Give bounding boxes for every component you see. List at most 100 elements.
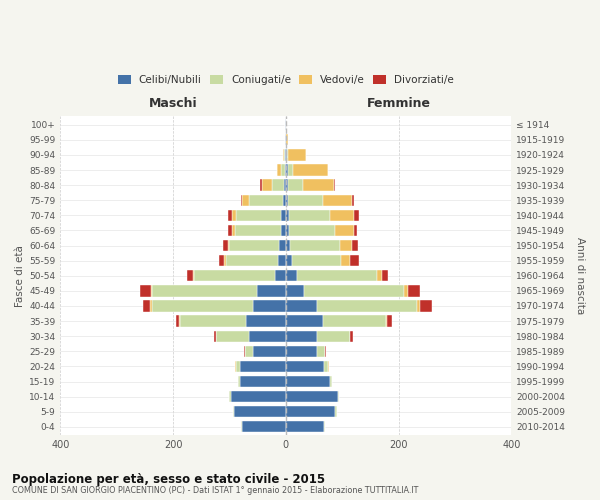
Bar <box>287 180 304 191</box>
Bar <box>286 285 304 296</box>
Bar <box>193 270 194 281</box>
Bar <box>150 300 152 312</box>
Bar <box>281 225 286 236</box>
Bar <box>404 285 407 296</box>
Bar <box>239 376 286 387</box>
Bar <box>152 300 253 312</box>
Bar <box>377 270 382 281</box>
Bar <box>229 210 232 221</box>
Bar <box>297 270 377 281</box>
Bar <box>304 285 404 296</box>
Bar <box>283 149 284 160</box>
Bar <box>286 194 288 206</box>
Bar <box>260 180 262 191</box>
Bar <box>223 240 228 251</box>
Bar <box>180 316 247 326</box>
Bar <box>275 270 286 281</box>
Bar <box>350 330 353 342</box>
Bar <box>289 210 331 221</box>
Bar <box>287 149 288 160</box>
Bar <box>292 255 341 266</box>
Bar <box>284 149 285 160</box>
Bar <box>286 391 338 402</box>
Bar <box>289 225 335 236</box>
Bar <box>235 225 281 236</box>
Bar <box>140 285 151 296</box>
Bar <box>288 149 306 160</box>
Bar <box>151 285 152 296</box>
Bar <box>228 240 229 251</box>
Bar <box>272 180 284 191</box>
Bar <box>286 210 289 221</box>
Bar <box>286 255 292 266</box>
Bar <box>331 210 354 221</box>
Bar <box>283 194 286 206</box>
Bar <box>257 285 286 296</box>
Bar <box>277 164 281 175</box>
Bar <box>247 316 286 326</box>
Bar <box>386 316 387 326</box>
Bar <box>341 255 350 266</box>
Bar <box>224 255 226 266</box>
Bar <box>232 210 236 221</box>
Bar <box>286 406 335 417</box>
Bar <box>279 240 286 251</box>
Bar <box>286 164 287 175</box>
Bar <box>330 376 332 387</box>
Bar <box>317 300 417 312</box>
Bar <box>293 164 328 175</box>
Bar <box>407 285 420 296</box>
Bar <box>262 180 272 191</box>
Bar <box>325 346 326 357</box>
Bar <box>354 210 359 221</box>
Bar <box>286 330 317 342</box>
Bar <box>286 360 324 372</box>
Bar <box>244 346 245 357</box>
Y-axis label: Anni di nascita: Anni di nascita <box>575 237 585 314</box>
Text: Femmine: Femmine <box>367 97 431 110</box>
Bar <box>353 225 357 236</box>
Bar <box>242 421 286 432</box>
Bar <box>219 255 224 266</box>
Bar <box>286 134 288 145</box>
Bar <box>417 300 419 312</box>
Bar <box>242 194 249 206</box>
Bar <box>194 270 275 281</box>
Bar <box>338 391 340 402</box>
Bar <box>284 180 286 191</box>
Bar <box>335 225 353 236</box>
Text: COMUNE DI SAN GIORGIO PIACENTINO (PC) - Dati ISTAT 1° gennaio 2015 - Elaborazion: COMUNE DI SAN GIORGIO PIACENTINO (PC) - … <box>12 486 418 495</box>
Legend: Celibi/Nubili, Coniugati/e, Vedovi/e, Divorziati/e: Celibi/Nubili, Coniugati/e, Vedovi/e, Di… <box>114 70 458 89</box>
Bar <box>245 346 253 357</box>
Bar <box>286 346 317 357</box>
Text: Popolazione per età, sesso e stato civile - 2015: Popolazione per età, sesso e stato civil… <box>12 472 325 486</box>
Bar <box>253 346 286 357</box>
Bar <box>176 316 179 326</box>
Bar <box>382 270 388 281</box>
Bar <box>323 316 386 326</box>
Bar <box>236 210 281 221</box>
Bar <box>352 240 358 251</box>
Bar <box>249 194 283 206</box>
Bar <box>419 300 432 312</box>
Bar <box>286 180 287 191</box>
Bar <box>317 330 350 342</box>
Bar <box>317 346 325 357</box>
Bar <box>236 360 239 372</box>
Text: Maschi: Maschi <box>149 97 197 110</box>
Bar <box>229 391 230 402</box>
Bar <box>143 300 150 312</box>
Bar <box>288 194 323 206</box>
Bar <box>232 225 235 236</box>
Bar <box>241 194 242 206</box>
Bar <box>286 421 324 432</box>
Bar <box>286 316 323 326</box>
Bar <box>187 270 193 281</box>
Bar <box>214 330 216 342</box>
Bar <box>387 316 392 326</box>
Bar <box>229 225 232 236</box>
Bar <box>287 164 293 175</box>
Bar <box>290 240 340 251</box>
Bar <box>286 149 287 160</box>
Bar <box>234 406 286 417</box>
